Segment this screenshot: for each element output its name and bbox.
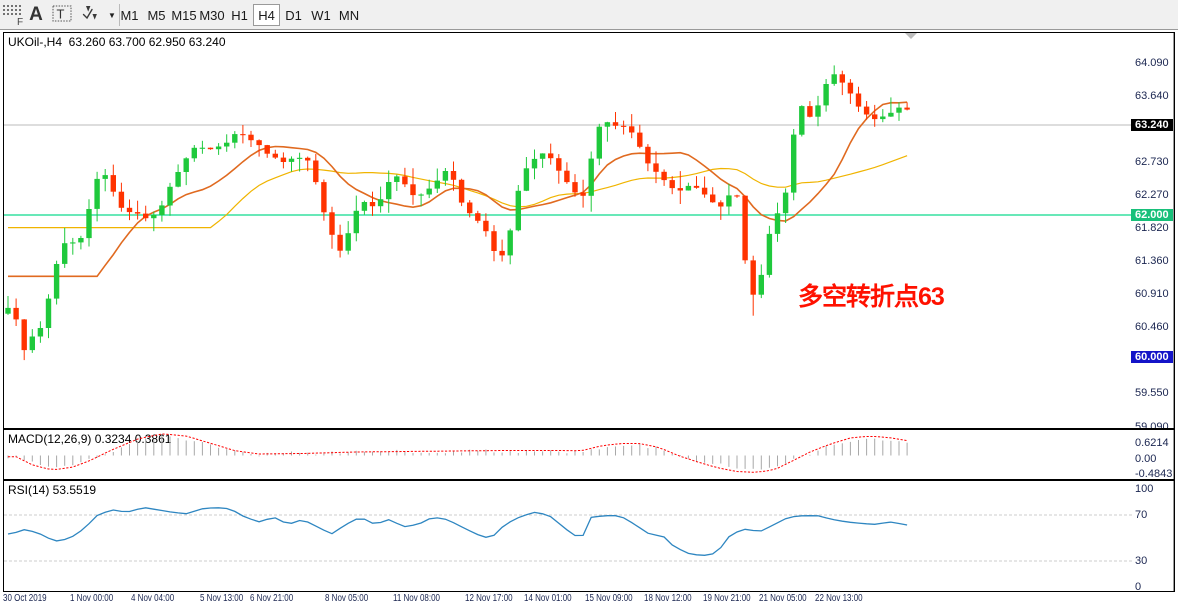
svg-text:F: F <box>17 17 23 28</box>
svg-text:T: T <box>57 7 65 22</box>
